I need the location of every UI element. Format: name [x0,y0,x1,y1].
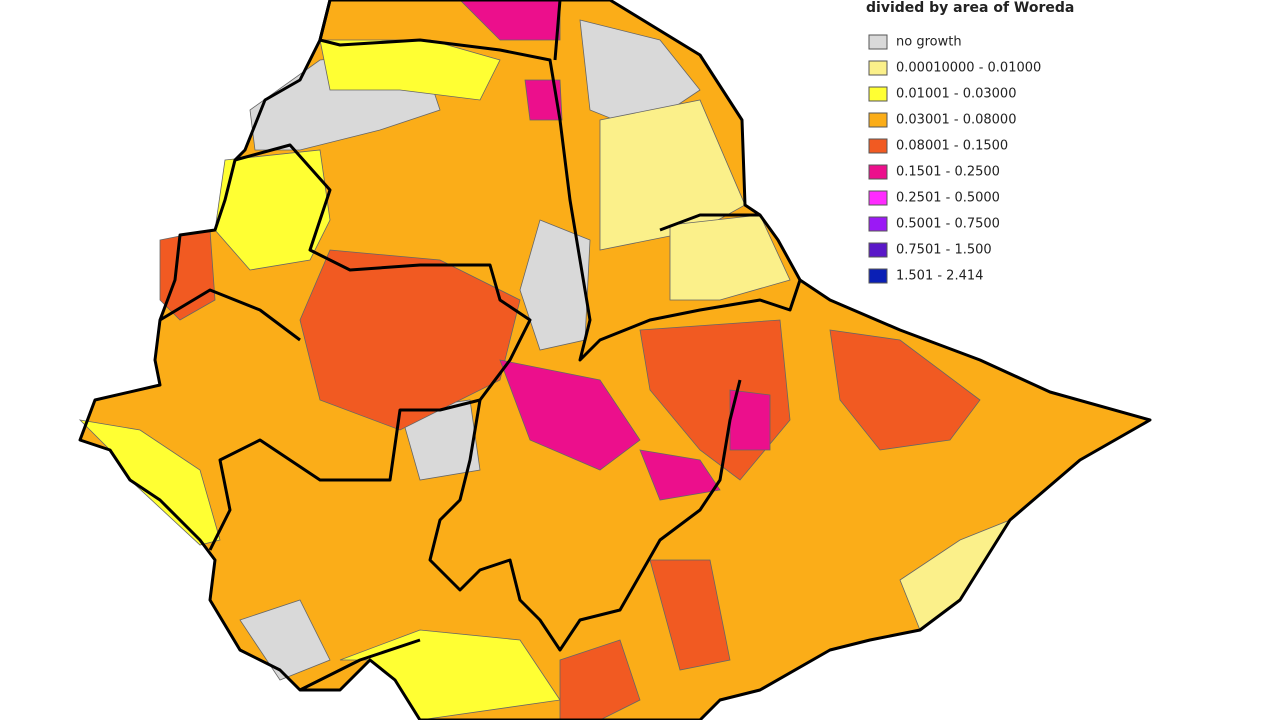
region-grey [239,599,331,681]
region-red [649,559,731,671]
legend-title: divided by area of Woreda [866,0,1074,16]
legend-swatch [868,216,888,232]
country-outline [78,0,1152,720]
region-magenta [459,0,561,41]
region-grey [519,219,591,351]
legend-label: 0.01001 - 0.03000 [896,87,1016,102]
region-border [659,213,760,232]
legend-swatch [868,86,888,102]
region-magenta [729,389,771,451]
legend: divided by area of Woreda no growth 0.000… [866,0,1074,284]
legend-label: 0.03001 - 0.08000 [896,113,1016,128]
region-border [318,0,802,362]
region-red [299,249,521,431]
region-pale [669,214,791,301]
legend-label: 0.00010000 - 0.01000 [896,61,1041,76]
legend-swatch [868,112,888,128]
legend-swatch [868,34,888,50]
legend-swatch [868,190,888,206]
legend-label: no growth [896,35,962,50]
region-border [208,143,532,551]
legend-label: 0.1501 - 0.2500 [896,165,1000,180]
legend-swatch [868,268,888,284]
legend-label: 1.501 - 2.414 [896,269,983,284]
region-border [428,379,742,652]
region-border [299,638,421,692]
region-red [829,329,981,451]
legend-label: 0.2501 - 0.5000 [896,191,1000,206]
legend-swatch [868,242,888,258]
legend-label: 0.5001 - 0.7500 [896,217,1000,232]
region-magenta [499,359,641,471]
region-red [559,639,641,720]
map [78,0,1152,720]
region-magenta [524,79,563,121]
region-border [159,288,301,342]
legend-label: 0.08001 - 0.1500 [896,139,1008,154]
legend-swatch [868,164,888,180]
region-border [553,0,562,61]
legend-swatch [868,60,888,76]
legend-swatch [868,138,888,154]
legend-label: 0.7501 - 1.500 [896,243,992,258]
region-magenta [639,449,721,501]
